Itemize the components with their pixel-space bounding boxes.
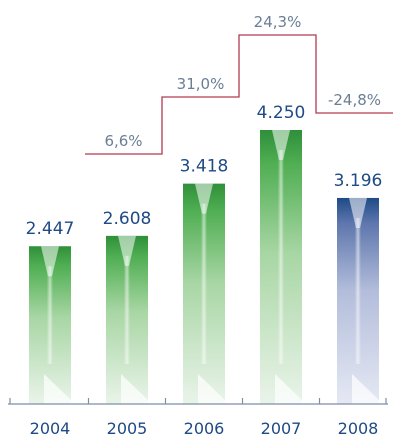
year-label-2005: 2005 [107,419,148,438]
value-label-2005: 2.608 [103,209,152,229]
year-label-2004: 2004 [30,419,71,438]
value-labels-layer: 2.447 2.608 3.418 4.250 3.196 [26,103,383,239]
bar-2006 [183,183,225,404]
x-tick-labels: 2004 2005 2006 2007 2008 [30,419,379,438]
bar-reflection [44,374,71,404]
bar-reflection [352,374,379,404]
bar-streak [201,203,207,364]
bar-reflection [275,374,302,404]
bar-highlight [349,197,367,228]
bar-2004 [29,246,71,404]
value-label-2007: 4.250 [257,103,306,123]
bar-streak [278,150,284,364]
bar-2007 [260,130,302,404]
bar-reflection [121,374,148,404]
bar-highlight [272,130,290,160]
year-label-2008: 2008 [338,419,379,438]
growth-label-2006: 31,0% [177,75,225,93]
year-label-2006: 2006 [184,419,225,438]
year-label-2007: 2007 [261,419,302,438]
bar-highlight [195,183,213,214]
bar-highlight [41,246,59,277]
bar-streak [124,255,130,364]
bar-highlight [118,235,136,266]
value-label-2004: 2.447 [26,219,75,239]
growth-label-2005: 6,6% [104,132,142,150]
growth-label-2008: -24,8% [328,91,381,109]
growth-step-line [85,34,393,155]
bar-2005 [106,235,148,404]
growth-label-2007: 24,3% [254,13,302,31]
growth-step-layer: 6,6% 31,0% 24,3% -24,8% [85,13,393,155]
bars-layer [29,130,379,404]
bar-reflection [198,374,225,404]
bar-streak [47,266,53,364]
bar-2008 [337,197,379,404]
value-label-2006: 3.418 [180,157,229,177]
bar-streak [355,217,361,364]
x-axis [8,398,388,405]
value-label-2008: 3.196 [334,171,383,191]
